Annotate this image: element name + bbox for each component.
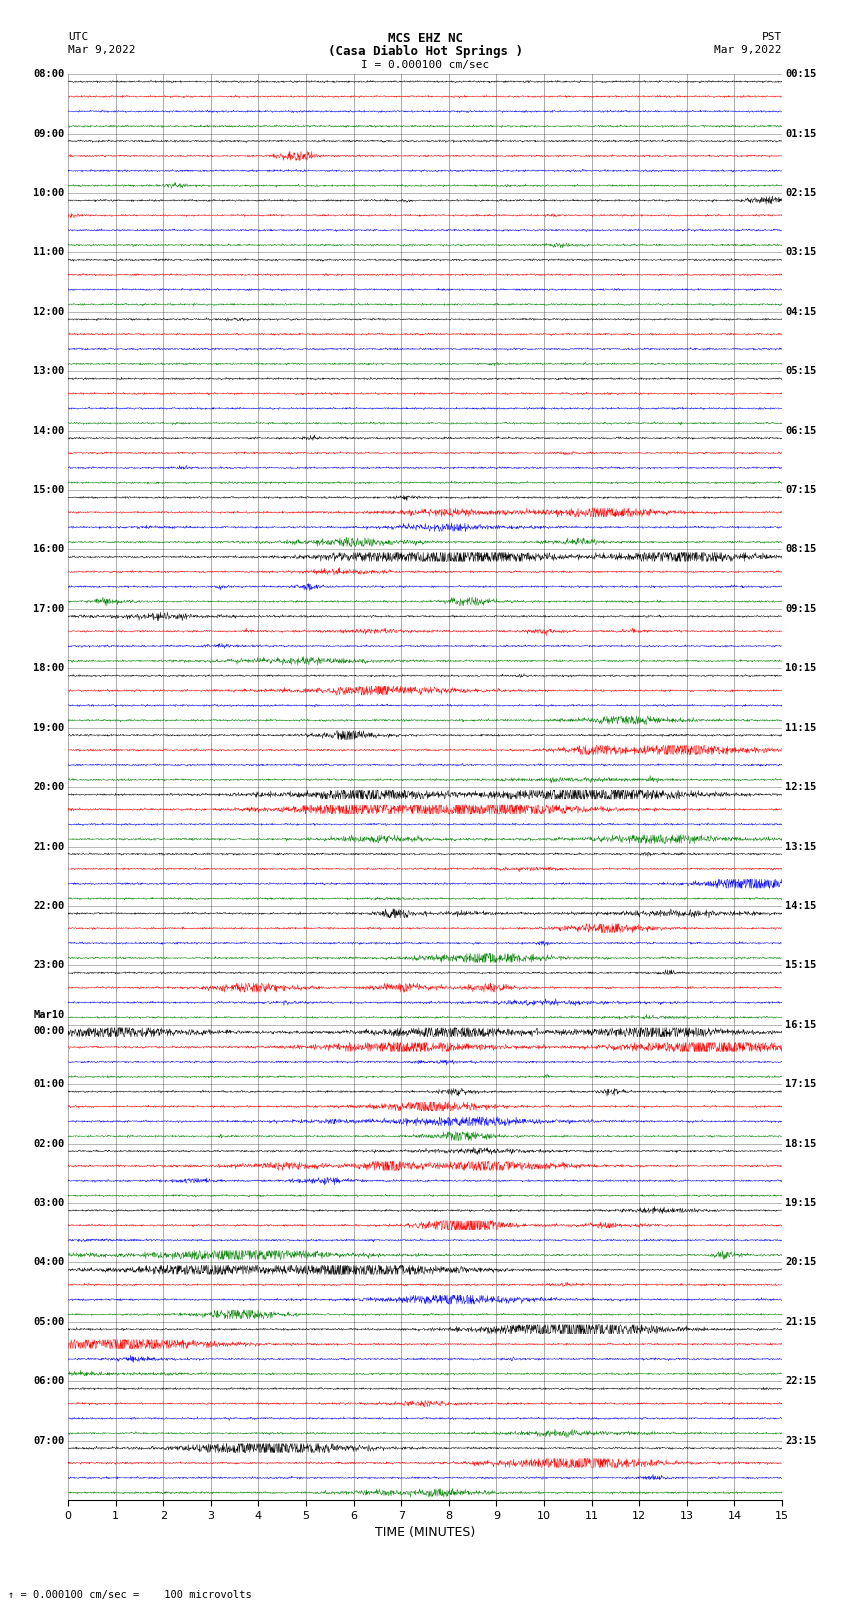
Text: 01:15: 01:15: [785, 129, 817, 139]
Text: 15:15: 15:15: [785, 960, 817, 971]
Text: 17:00: 17:00: [33, 603, 65, 615]
Text: Mar10: Mar10: [33, 1010, 65, 1019]
Text: UTC: UTC: [68, 32, 88, 42]
Text: Mar 9,2022: Mar 9,2022: [68, 45, 135, 55]
Text: ↑ = 0.000100 cm/sec =    100 microvolts: ↑ = 0.000100 cm/sec = 100 microvolts: [8, 1590, 252, 1600]
Text: PST: PST: [762, 32, 782, 42]
Text: 00:00: 00:00: [33, 1026, 65, 1037]
Text: 10:15: 10:15: [785, 663, 817, 673]
Text: 07:15: 07:15: [785, 486, 817, 495]
Text: 18:15: 18:15: [785, 1139, 817, 1148]
Text: 02:00: 02:00: [33, 1139, 65, 1148]
Text: 09:00: 09:00: [33, 129, 65, 139]
Text: 08:15: 08:15: [785, 545, 817, 555]
Text: 08:00: 08:00: [33, 69, 65, 79]
Text: 01:00: 01:00: [33, 1079, 65, 1089]
Text: 03:15: 03:15: [785, 247, 817, 258]
Text: 23:15: 23:15: [785, 1436, 817, 1445]
Text: 21:00: 21:00: [33, 842, 65, 852]
Text: 18:00: 18:00: [33, 663, 65, 673]
Text: 19:15: 19:15: [785, 1198, 817, 1208]
Text: 04:00: 04:00: [33, 1258, 65, 1268]
Text: 06:00: 06:00: [33, 1376, 65, 1386]
Text: 14:00: 14:00: [33, 426, 65, 436]
Text: 07:00: 07:00: [33, 1436, 65, 1445]
Text: 12:15: 12:15: [785, 782, 817, 792]
Text: 14:15: 14:15: [785, 902, 817, 911]
Text: 09:15: 09:15: [785, 603, 817, 615]
Text: 22:00: 22:00: [33, 902, 65, 911]
Text: 16:15: 16:15: [785, 1019, 817, 1029]
Text: 06:15: 06:15: [785, 426, 817, 436]
Text: 11:00: 11:00: [33, 247, 65, 258]
Text: I = 0.000100 cm/sec: I = 0.000100 cm/sec: [361, 60, 489, 69]
Text: 21:15: 21:15: [785, 1316, 817, 1327]
Text: 19:00: 19:00: [33, 723, 65, 732]
Text: 16:00: 16:00: [33, 545, 65, 555]
Text: 23:00: 23:00: [33, 960, 65, 971]
Text: Mar 9,2022: Mar 9,2022: [715, 45, 782, 55]
Text: 02:15: 02:15: [785, 189, 817, 198]
Text: 13:00: 13:00: [33, 366, 65, 376]
X-axis label: TIME (MINUTES): TIME (MINUTES): [375, 1526, 475, 1539]
Text: 12:00: 12:00: [33, 306, 65, 316]
Text: 13:15: 13:15: [785, 842, 817, 852]
Text: 04:15: 04:15: [785, 306, 817, 316]
Text: 00:15: 00:15: [785, 69, 817, 79]
Text: 22:15: 22:15: [785, 1376, 817, 1386]
Text: 03:00: 03:00: [33, 1198, 65, 1208]
Text: 15:00: 15:00: [33, 486, 65, 495]
Text: 05:15: 05:15: [785, 366, 817, 376]
Text: (Casa Diablo Hot Springs ): (Casa Diablo Hot Springs ): [327, 45, 523, 58]
Text: 20:00: 20:00: [33, 782, 65, 792]
Text: 11:15: 11:15: [785, 723, 817, 732]
Text: 05:00: 05:00: [33, 1316, 65, 1327]
Text: MCS EHZ NC: MCS EHZ NC: [388, 32, 462, 45]
Text: 10:00: 10:00: [33, 189, 65, 198]
Text: 17:15: 17:15: [785, 1079, 817, 1089]
Text: 20:15: 20:15: [785, 1258, 817, 1268]
